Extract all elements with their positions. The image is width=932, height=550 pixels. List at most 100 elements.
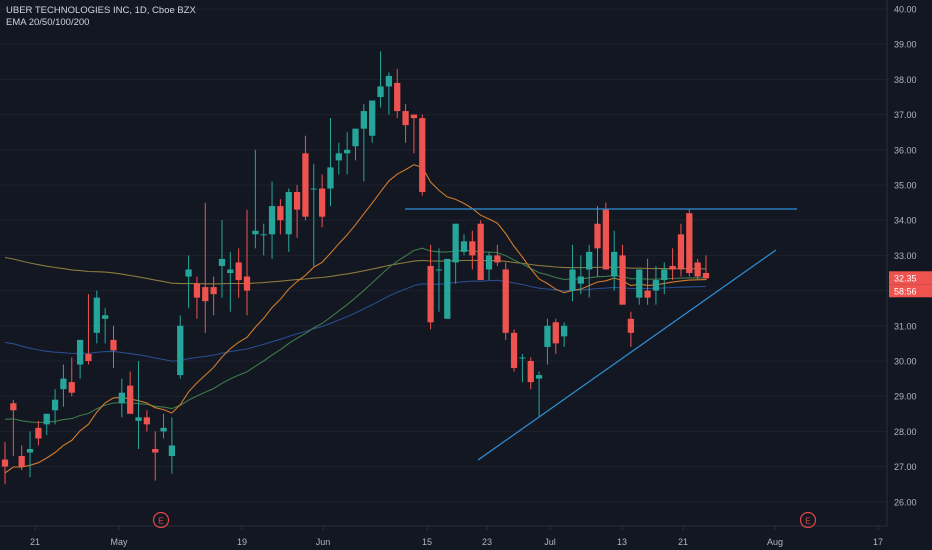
candle xyxy=(1,441,9,485)
candle-body xyxy=(527,361,534,383)
price-tick-label: 40.00 xyxy=(894,5,917,15)
candle xyxy=(51,389,59,425)
candle-body xyxy=(702,273,710,279)
candle xyxy=(68,357,75,397)
candle xyxy=(260,223,267,256)
time-tick-label: 15 xyxy=(422,537,432,547)
candle-body xyxy=(35,427,42,439)
candle-body xyxy=(93,297,100,333)
candle-body xyxy=(652,280,660,291)
candle xyxy=(527,357,534,390)
time-tick-label: 23 xyxy=(482,537,492,547)
candle-body xyxy=(127,385,134,414)
candle-body xyxy=(143,417,150,425)
candle xyxy=(243,209,251,316)
candle-body xyxy=(135,417,142,421)
candle-body xyxy=(544,325,551,347)
time-tick-label: Jun xyxy=(316,537,331,547)
earnings-marker-label: E xyxy=(805,516,811,526)
candles xyxy=(1,51,710,485)
candle xyxy=(569,244,576,302)
candle-body xyxy=(210,287,217,295)
candle xyxy=(293,185,301,238)
candle-body xyxy=(102,315,109,319)
price-tick-label: 29.00 xyxy=(894,392,917,402)
earnings-marker-icon xyxy=(799,511,817,529)
candle-body xyxy=(686,213,693,273)
candle-body xyxy=(602,209,609,270)
candle-body xyxy=(277,206,284,221)
candle xyxy=(360,104,367,182)
candle xyxy=(327,118,334,207)
bar-countdown-label: 58:56 xyxy=(894,286,917,296)
price-tick-label: 28.00 xyxy=(894,427,917,437)
candle xyxy=(702,255,710,281)
candle xyxy=(502,262,509,340)
price-tick-label: 30.00 xyxy=(894,357,917,367)
candle-body xyxy=(193,283,201,298)
candle-body xyxy=(586,251,593,270)
candle xyxy=(10,399,17,457)
candle-body xyxy=(85,353,92,361)
candle xyxy=(18,445,25,471)
candle-body xyxy=(110,339,117,351)
candle xyxy=(677,223,685,277)
candle-body xyxy=(10,403,17,411)
candle xyxy=(310,163,317,266)
candle-body xyxy=(494,255,501,263)
candle xyxy=(43,413,50,435)
candle-body xyxy=(235,262,242,281)
candle-body xyxy=(594,223,601,249)
candle xyxy=(377,51,384,108)
candle xyxy=(110,325,117,369)
candle xyxy=(60,364,67,407)
candle xyxy=(494,244,501,266)
price-tick-label: 27.00 xyxy=(894,462,917,472)
candle-body xyxy=(43,413,50,425)
candle-body xyxy=(335,153,342,161)
candle xyxy=(102,308,109,344)
candle-body xyxy=(60,378,67,390)
candle-body xyxy=(385,75,393,87)
candle xyxy=(627,311,635,347)
time-axis: 21 May 19 Jun 15 23 Jul 13 21 Aug 17 xyxy=(0,525,887,547)
candle-body xyxy=(168,445,176,457)
last-price-label: 32.35 xyxy=(894,273,917,283)
candle xyxy=(577,255,584,295)
candle xyxy=(127,371,134,414)
candle xyxy=(302,135,309,221)
candle xyxy=(444,258,451,319)
candle xyxy=(535,371,543,418)
candle-body xyxy=(694,262,701,277)
candle-body xyxy=(344,149,351,154)
candle xyxy=(193,276,201,319)
candle xyxy=(227,251,234,312)
candle-body xyxy=(427,265,434,323)
candle-body xyxy=(268,206,276,235)
candle xyxy=(394,68,401,119)
candle-body xyxy=(469,241,476,256)
chart-legend: UBER TECHNOLOGIES INC, 1D, Cboe BZX EMA … xyxy=(6,5,196,29)
candle xyxy=(385,72,393,115)
price-tick-label: 38.00 xyxy=(894,75,917,85)
price-tick-label: 34.00 xyxy=(894,216,917,226)
candle-body xyxy=(519,357,526,359)
candle xyxy=(168,417,176,474)
candle-body xyxy=(51,399,59,411)
candle xyxy=(369,100,376,143)
candle-body xyxy=(360,111,367,129)
earnings-marker-label: E xyxy=(158,516,164,526)
candle-body xyxy=(435,269,443,271)
candle xyxy=(460,234,468,256)
candle-body xyxy=(444,258,451,319)
candle-body xyxy=(402,111,409,126)
candle-body xyxy=(577,276,584,284)
candle xyxy=(26,431,34,478)
candle xyxy=(344,132,351,175)
candle-body xyxy=(302,153,309,217)
candle-body xyxy=(510,332,518,369)
candle-body xyxy=(185,269,192,277)
countdown-badge xyxy=(889,284,932,298)
